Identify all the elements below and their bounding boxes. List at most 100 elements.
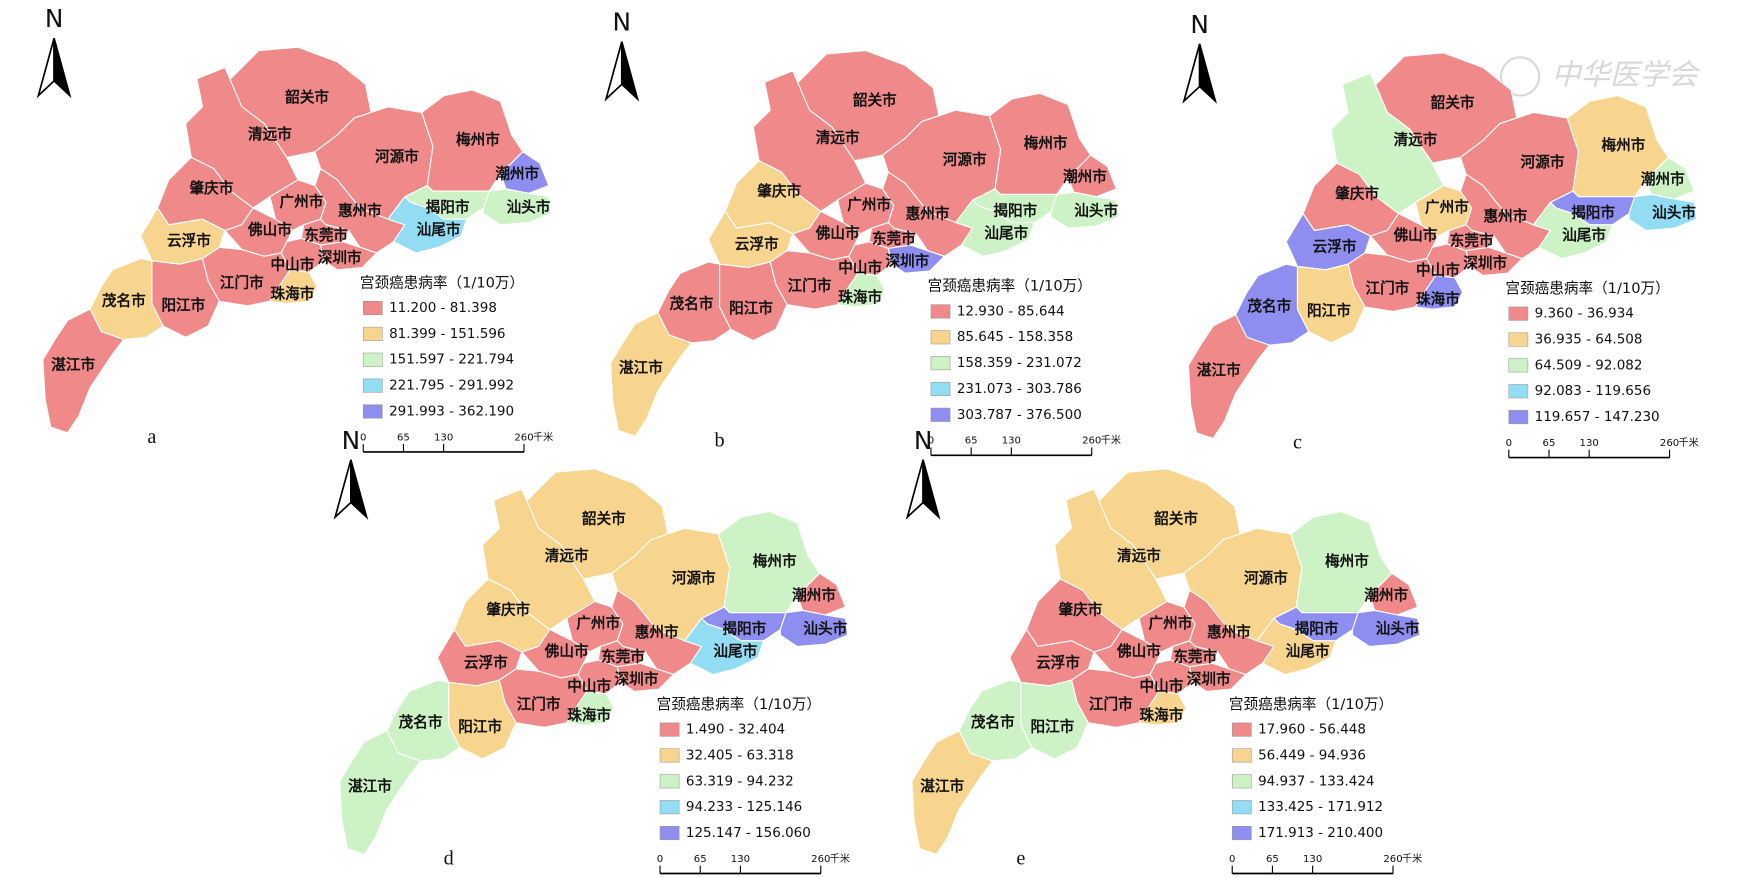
city-label: 惠州市 <box>338 201 382 219</box>
city-label: 揭阳市 <box>722 620 766 638</box>
city-label: 广州市 <box>279 192 323 210</box>
legend-swatch <box>930 304 951 319</box>
city-label: 珠海市 <box>838 288 882 306</box>
city-label: 中山市 <box>271 255 315 273</box>
city-label: 茂名市 <box>1247 297 1291 315</box>
city-label: 中山市 <box>1140 677 1184 695</box>
scale-label: 0 <box>928 436 934 447</box>
region <box>609 311 693 437</box>
region <box>911 729 994 856</box>
city-label: 佛山市 <box>247 220 292 238</box>
scale-unit: 千米 <box>830 852 850 865</box>
legend-swatch <box>1508 332 1529 347</box>
legend-swatch <box>1508 410 1529 425</box>
city-label: 云浮市 <box>735 235 779 253</box>
legend-swatch <box>930 381 951 396</box>
city-label: 汕头市 <box>507 198 551 216</box>
map-panel: 韶关市清远市河源市 梅州市潮州市肇庆市广州市惠州市 揭阳市 汕头市汕尾市云浮市 佛山市东… <box>36 4 553 453</box>
city-label: 梅州市 <box>456 131 500 149</box>
north-label: N <box>45 4 64 33</box>
legend-swatch <box>930 407 951 422</box>
city-label: 揭阳市 <box>1571 204 1615 222</box>
city-label: 湛江市 <box>51 355 95 373</box>
scale-label: 0 <box>1229 854 1235 865</box>
north-arrow-left <box>36 37 55 99</box>
region <box>1532 201 1614 260</box>
city-label: 韶关市 <box>285 88 329 106</box>
region <box>657 261 732 344</box>
city-label: 湛江市 <box>920 777 964 795</box>
region <box>752 70 867 213</box>
city-label: 深圳市 <box>1187 670 1231 688</box>
city-label: 潮州市 <box>792 586 836 604</box>
legend-label: 125.147 - 156.060 <box>686 825 811 841</box>
city-label: 珠海市 <box>271 285 315 303</box>
city-label: 肇庆市 <box>189 179 234 197</box>
city-label: 梅州市 <box>1024 134 1068 152</box>
city-label: 惠州市 <box>635 623 679 641</box>
city-label: 肇庆市 <box>1334 184 1379 202</box>
legend-label: 171.913 - 210.400 <box>1258 825 1383 841</box>
legend-title: 宫颈癌患病率（1/10万） <box>360 274 524 291</box>
city-label: 潮州市 <box>495 164 539 182</box>
north-arrow-left <box>604 41 623 102</box>
city-label: 云浮市 <box>464 653 508 671</box>
panel-label: d <box>444 848 454 870</box>
legend-swatch <box>362 352 383 367</box>
region <box>482 188 552 226</box>
legend-swatch <box>659 748 680 763</box>
city-label: 阳江市 <box>161 296 205 314</box>
city-label: 广州市 <box>1149 614 1193 632</box>
city-label: 潮州市 <box>1063 168 1107 186</box>
legend-label: 1.490 - 32.404 <box>686 722 785 738</box>
city-label: 韶关市 <box>853 91 897 109</box>
city-label: 湛江市 <box>619 359 663 377</box>
north-arrow-right <box>1198 43 1217 104</box>
city-label: 江门市 <box>1365 279 1409 297</box>
legend-label: 119.657 - 147.230 <box>1535 409 1660 425</box>
city-label: 汕尾市 <box>984 224 1028 242</box>
city-label: 珠海市 <box>567 706 611 724</box>
scale-unit: 千米 <box>1402 852 1422 865</box>
scale-unit: 千米 <box>1101 434 1121 447</box>
region <box>887 244 946 274</box>
north-label: N <box>1190 10 1208 39</box>
legend-swatch <box>659 800 680 815</box>
city-label: 云浮市 <box>1313 237 1357 255</box>
region <box>1050 191 1120 229</box>
scale-label: 260 <box>1383 854 1402 865</box>
city-label: 韶关市 <box>1154 509 1198 527</box>
region <box>836 272 886 308</box>
north-arrow-right <box>53 37 72 99</box>
city-label: 深圳市 <box>885 252 929 270</box>
region <box>319 241 378 271</box>
city-label: 东莞市 <box>1173 648 1217 666</box>
legend-swatch <box>1231 722 1252 737</box>
scale-label: 65 <box>1266 854 1279 865</box>
city-label: 潮州市 <box>1364 586 1408 604</box>
city-label: 广州市 <box>1425 198 1469 216</box>
legend-label: 36.935 - 64.508 <box>1535 332 1643 348</box>
city-label: 清远市 <box>1394 131 1438 149</box>
north-arrow-right <box>620 41 640 102</box>
city-label: 梅州市 <box>1325 552 1369 570</box>
city-label: 韶关市 <box>1431 93 1475 111</box>
region <box>779 609 849 647</box>
city-label: 汕头市 <box>1376 620 1420 638</box>
region <box>1628 193 1698 232</box>
city-label: 汕头市 <box>803 620 847 638</box>
city-label: 肇庆市 <box>485 600 530 618</box>
region <box>1020 679 1089 760</box>
legend-label: 291.993 - 362.190 <box>389 403 514 419</box>
region <box>89 257 164 341</box>
city-label: 河源市 <box>943 151 987 169</box>
city-label: 中山市 <box>567 677 611 695</box>
city-label: 梅州市 <box>753 552 797 570</box>
city-label: 阳江市 <box>458 717 502 735</box>
city-label: 佛山市 <box>815 224 860 242</box>
city-label: 阳江市 <box>1030 717 1074 735</box>
region <box>1138 690 1187 726</box>
legend-swatch <box>362 301 383 316</box>
legend-label: 63.319 - 94.232 <box>686 773 794 789</box>
region <box>42 308 125 434</box>
